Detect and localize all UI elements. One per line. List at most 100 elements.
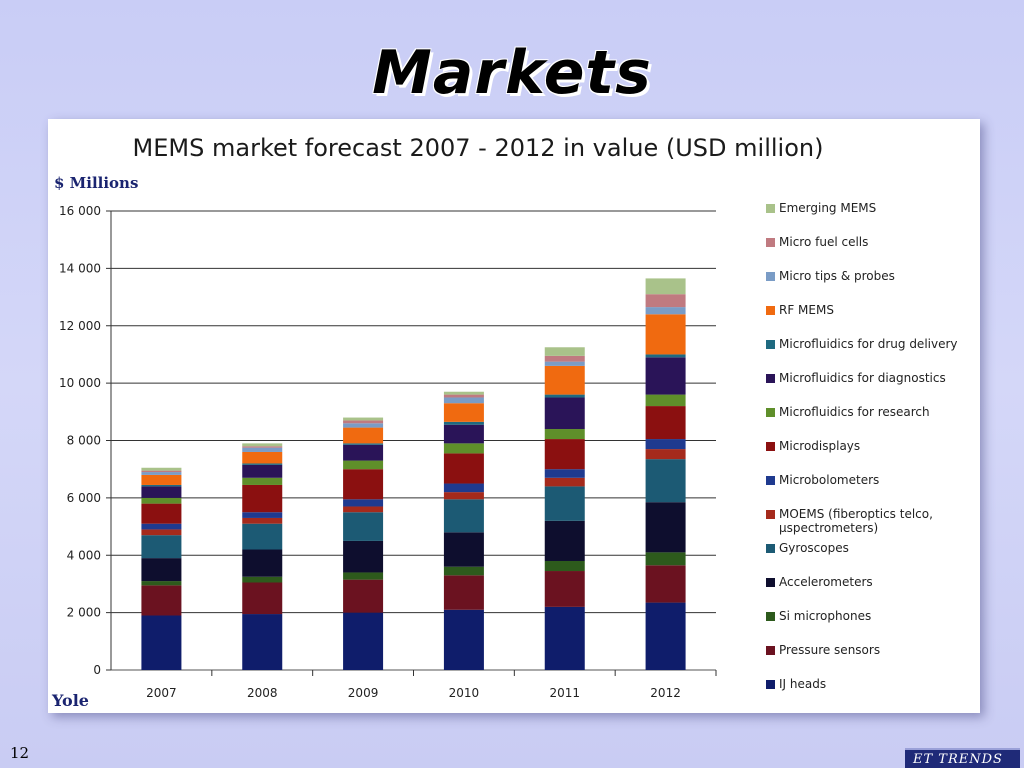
bar-segment xyxy=(242,614,283,670)
x-tick-label: 2011 xyxy=(549,686,580,700)
bar-segment xyxy=(141,535,182,559)
bar-segment xyxy=(544,477,585,487)
bar-segment xyxy=(645,565,686,603)
bar-segment xyxy=(443,483,484,493)
bar-segment xyxy=(443,421,484,425)
legend-label: Emerging MEMS xyxy=(779,201,877,215)
bar-segment xyxy=(343,506,384,513)
legend-item: Microfluidics for research xyxy=(766,405,930,419)
source-label: Yole xyxy=(52,691,89,710)
legend-label: IJ heads xyxy=(779,677,827,691)
bar-segment xyxy=(544,365,585,395)
bar-segment xyxy=(242,447,283,452)
bar-segment xyxy=(443,492,484,500)
bar-segment xyxy=(443,394,484,398)
bar-segment xyxy=(645,449,686,460)
legend-item: Gyroscopes xyxy=(766,541,849,555)
bar-segment xyxy=(343,579,384,613)
bar-segment xyxy=(443,391,484,395)
bar-segment xyxy=(141,474,182,485)
bar-segment xyxy=(343,420,384,424)
bar-segment xyxy=(141,615,182,670)
bar-segment xyxy=(141,585,182,616)
bar-segment xyxy=(141,470,182,473)
bar-segment xyxy=(242,446,283,448)
bar-segment xyxy=(645,278,686,295)
bar-segment xyxy=(343,417,384,421)
legend-item: Micro fuel cells xyxy=(766,235,868,249)
legend-swatch xyxy=(766,646,775,655)
bar-segment xyxy=(544,606,585,670)
bar-segment xyxy=(242,443,283,447)
bar-segment xyxy=(343,469,384,500)
slide-title: Markets xyxy=(372,38,652,108)
bar-segment xyxy=(242,484,283,513)
bar-segment xyxy=(544,394,585,398)
bar-segment xyxy=(343,443,384,445)
bar-segment xyxy=(544,429,585,440)
bar-segment xyxy=(544,361,585,366)
legend-label: Pressure sensors xyxy=(779,643,881,657)
legend-label: Si microphones xyxy=(779,609,872,623)
bar-segment xyxy=(242,517,283,524)
legend-item: Accelerometers xyxy=(766,575,873,589)
legend-label: Microbolometers xyxy=(779,473,880,487)
bar-segment xyxy=(544,486,585,521)
x-tick-label: 2012 xyxy=(650,686,681,700)
y-tick-label: 12 000 xyxy=(59,319,101,333)
legend-item: Emerging MEMS xyxy=(766,201,876,215)
legend-item: RF MEMS xyxy=(766,303,834,317)
bar-segment xyxy=(443,499,484,533)
legend-swatch xyxy=(766,238,775,247)
legend-item: Microfluidics for drug delivery xyxy=(766,337,958,351)
bar-segment xyxy=(645,602,686,670)
bar-segment xyxy=(343,460,384,470)
bar-segment xyxy=(544,560,585,572)
bar-segment xyxy=(544,397,585,430)
legend-swatch xyxy=(766,204,775,213)
x-tick-label: 2009 xyxy=(348,686,379,700)
legend-label: Microfluidics for research xyxy=(779,405,930,419)
legend-label: Gyroscopes xyxy=(779,541,849,555)
bar-segment xyxy=(242,549,283,577)
bar-segment xyxy=(443,532,484,567)
legend-label: Microdisplays xyxy=(779,439,861,453)
legend-label: RF MEMS xyxy=(779,303,834,317)
bar-segment xyxy=(645,394,686,407)
legend-swatch xyxy=(766,408,775,417)
bar-segment xyxy=(443,609,484,670)
y-axis-unit-label: $ Millions xyxy=(54,174,139,192)
bar-segment xyxy=(242,512,283,518)
bar-segment xyxy=(544,439,585,470)
legend-item: IJ heads xyxy=(766,677,826,691)
legend-swatch xyxy=(766,578,775,587)
bar-segment xyxy=(141,581,182,586)
bar-segment xyxy=(242,576,283,583)
legend-swatch xyxy=(766,442,775,451)
x-tick-label: 2008 xyxy=(247,686,278,700)
bar-segment xyxy=(141,558,182,582)
bar-segment xyxy=(645,439,686,450)
bar-segment xyxy=(141,467,182,471)
legend-label: Microfluidics for drug delivery xyxy=(779,337,958,351)
bar-segment xyxy=(443,403,484,422)
legend-label: Micro tips & probes xyxy=(779,269,895,283)
page-number: 12 xyxy=(10,744,30,762)
bar-segment xyxy=(645,552,686,566)
y-tick-label: 2 000 xyxy=(67,606,101,620)
bar-segment xyxy=(645,314,686,355)
chart-panel: MEMS market forecast 2007 - 2012 in valu… xyxy=(48,119,980,713)
legend-item: Microfluidics for diagnostics xyxy=(766,371,946,385)
bar-segment xyxy=(242,451,283,464)
legend-label: Accelerometers xyxy=(779,575,873,589)
bar-segment xyxy=(141,486,182,498)
bar-segment xyxy=(343,540,384,573)
legend-swatch xyxy=(766,680,775,689)
x-tick-label: 2010 xyxy=(449,686,480,700)
bar-segment xyxy=(343,427,384,444)
legend-swatch xyxy=(766,510,775,519)
bar-segment xyxy=(544,571,585,607)
bar-segment xyxy=(544,469,585,478)
bar-segment xyxy=(141,523,182,530)
y-tick-label: 10 000 xyxy=(59,376,101,390)
